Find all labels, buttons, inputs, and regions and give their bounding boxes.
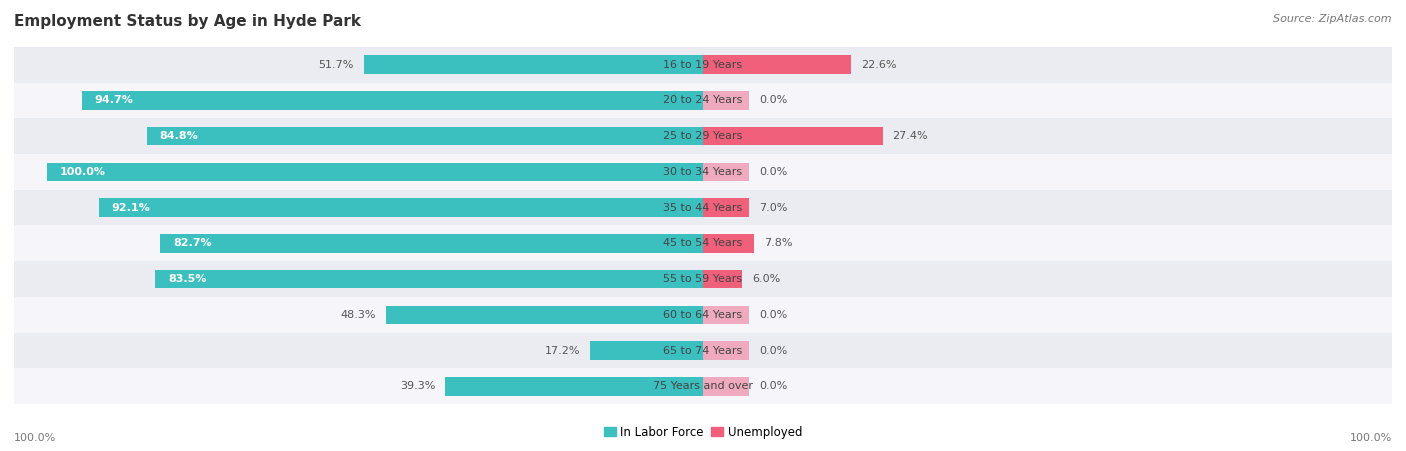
Legend: In Labor Force, Unemployed: In Labor Force, Unemployed [599,421,807,443]
Text: 100.0%: 100.0% [14,433,56,443]
Text: 100.0%: 100.0% [1350,433,1392,443]
Bar [703,55,851,74]
Bar [14,190,1392,226]
Text: 65 to 74 Years: 65 to 74 Years [664,345,742,355]
Bar [46,163,703,181]
Bar [14,368,1392,404]
Text: 7.0%: 7.0% [759,202,787,212]
Bar [387,305,703,324]
Text: 0.0%: 0.0% [759,167,787,177]
Bar [14,297,1392,333]
Text: 0.0%: 0.0% [759,345,787,355]
Bar [703,127,883,146]
Text: 0.0%: 0.0% [759,96,787,106]
Bar [14,333,1392,368]
Text: 55 to 59 Years: 55 to 59 Years [664,274,742,284]
Text: 22.6%: 22.6% [860,60,897,70]
Text: 92.1%: 92.1% [112,202,150,212]
Text: 17.2%: 17.2% [544,345,581,355]
Bar [82,91,703,110]
Bar [98,198,703,217]
Text: 45 to 54 Years: 45 to 54 Years [664,239,742,249]
Text: 16 to 19 Years: 16 to 19 Years [664,60,742,70]
Bar [364,55,703,74]
Bar [703,91,749,110]
Bar [160,234,703,253]
Bar [14,261,1392,297]
Text: 82.7%: 82.7% [173,239,212,249]
Bar [14,83,1392,118]
Text: 84.8%: 84.8% [160,131,198,141]
Bar [14,118,1392,154]
Text: 25 to 29 Years: 25 to 29 Years [664,131,742,141]
Bar [703,234,754,253]
Bar [446,377,703,396]
Text: 6.0%: 6.0% [752,274,780,284]
Bar [703,270,742,288]
Text: 75 Years and over: 75 Years and over [652,381,754,391]
Bar [591,341,703,360]
Text: 30 to 34 Years: 30 to 34 Years [664,167,742,177]
Bar [703,377,749,396]
Text: 48.3%: 48.3% [340,310,377,320]
Bar [703,305,749,324]
Text: 20 to 24 Years: 20 to 24 Years [664,96,742,106]
Text: 0.0%: 0.0% [759,381,787,391]
Bar [703,341,749,360]
Text: 51.7%: 51.7% [319,60,354,70]
Text: 35 to 44 Years: 35 to 44 Years [664,202,742,212]
Text: 94.7%: 94.7% [94,96,134,106]
Text: 27.4%: 27.4% [893,131,928,141]
Text: 60 to 64 Years: 60 to 64 Years [664,310,742,320]
Text: 0.0%: 0.0% [759,310,787,320]
Bar [155,270,703,288]
Bar [703,198,749,217]
Bar [146,127,703,146]
Bar [14,47,1392,83]
Text: 83.5%: 83.5% [169,274,207,284]
Text: 100.0%: 100.0% [60,167,105,177]
Text: 7.8%: 7.8% [763,239,793,249]
Text: Employment Status by Age in Hyde Park: Employment Status by Age in Hyde Park [14,14,361,28]
Text: Source: ZipAtlas.com: Source: ZipAtlas.com [1274,14,1392,23]
Bar [703,163,749,181]
Text: 39.3%: 39.3% [399,381,436,391]
Bar [14,154,1392,190]
Bar [14,226,1392,261]
